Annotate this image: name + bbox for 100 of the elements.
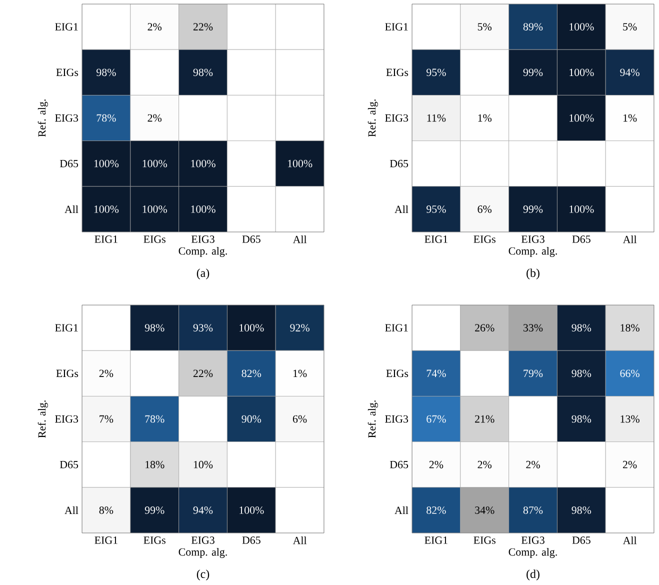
data-label: 94% xyxy=(193,506,213,514)
x-tick-label: All xyxy=(622,236,637,244)
x-tick-label: All xyxy=(292,536,307,544)
data-label: 95% xyxy=(426,205,446,213)
y-tick-label: EIG3 xyxy=(385,114,408,122)
x-axis-title: Comp. alg. xyxy=(178,548,227,558)
data-label: 99% xyxy=(523,68,543,76)
data-label: 98% xyxy=(572,324,592,332)
data-label: 82% xyxy=(426,506,446,514)
text: (b) xyxy=(526,268,540,280)
data-label: 21% xyxy=(475,415,494,423)
data-label: 98% xyxy=(96,68,116,76)
data-label: 100% xyxy=(191,205,216,213)
text: (c) xyxy=(196,570,210,580)
data-label: 100% xyxy=(94,160,119,168)
data-label: 78% xyxy=(96,114,116,122)
y-tick-label: D65 xyxy=(60,160,78,168)
data-label: 22% xyxy=(193,23,213,31)
x-tick-label: EIGs xyxy=(474,536,496,544)
data-label: 8% xyxy=(99,506,114,514)
data-label: 2% xyxy=(622,460,637,468)
data-label: 66% xyxy=(620,370,640,378)
data-label: 100% xyxy=(94,205,119,213)
data-label: 2% xyxy=(429,460,444,468)
data-label: 22% xyxy=(193,370,213,378)
data-label: 99% xyxy=(144,506,164,514)
x-tick-label: EIG1 xyxy=(94,536,118,544)
y-tick-label: EIGs xyxy=(56,68,78,76)
data-label: 82% xyxy=(242,370,262,378)
data-label: 18% xyxy=(146,460,164,468)
y-tick-label: EIG1 xyxy=(385,324,408,332)
data-label: 1% xyxy=(478,114,492,122)
data-label: 2% xyxy=(526,460,540,468)
data-label: 100% xyxy=(191,160,216,168)
data-label: 18% xyxy=(620,324,640,332)
x-tick-label: EIGs xyxy=(474,236,496,243)
y-tick-label: EIGs xyxy=(56,370,78,378)
y-axis-title: Ref. alg. xyxy=(38,100,48,137)
data-label: 33% xyxy=(523,324,543,332)
data-label: 98% xyxy=(572,415,592,423)
data-label: 95% xyxy=(426,68,446,76)
y-tick-label: All xyxy=(64,205,78,213)
x-tick-label: All xyxy=(292,236,307,244)
data-label: 98% xyxy=(144,324,164,332)
data-label: 100% xyxy=(142,205,168,213)
data-label: 34% xyxy=(475,506,494,514)
data-label: 7% xyxy=(100,415,114,423)
x-tick-label: EIG3 xyxy=(191,536,214,544)
y-axis-title: Ref. alg. xyxy=(38,400,48,438)
y-tick-label: D65 xyxy=(390,160,408,168)
x-tick-label: EIGs xyxy=(144,536,166,544)
y-tick-label: EIG3 xyxy=(385,415,408,423)
data-label: 11% xyxy=(427,114,446,122)
y-tick-label: EIGs xyxy=(386,370,408,378)
data-label: 100% xyxy=(570,68,594,76)
data-label: 87% xyxy=(523,506,543,514)
x-tick-label: EIG1 xyxy=(94,236,118,243)
data-label: 67% xyxy=(426,415,446,423)
x-axis-title: Comp. alg. xyxy=(178,246,227,257)
data-label: 10% xyxy=(194,460,213,468)
y-tick-label: D65 xyxy=(390,460,408,468)
data-label: 94% xyxy=(620,68,640,76)
y-tick-label: D65 xyxy=(60,460,78,468)
y-tick-label: All xyxy=(394,205,408,213)
data-label: 100% xyxy=(570,23,594,31)
x-tick-label: All xyxy=(622,536,637,544)
data-label: 79% xyxy=(524,370,543,378)
y-tick-label: EIG1 xyxy=(55,324,78,332)
data-label: 90% xyxy=(242,415,262,423)
y-axis-title: Ref. alg. xyxy=(368,100,378,137)
data-label: 6% xyxy=(292,415,307,423)
data-label: 100% xyxy=(240,506,264,514)
data-label: 100% xyxy=(240,324,264,332)
text: (a) xyxy=(196,268,210,280)
data-label: 92% xyxy=(290,324,310,332)
y-tick-label: All xyxy=(394,506,408,514)
data-label: 26% xyxy=(475,324,494,332)
y-axis-title: Ref. alg. xyxy=(368,400,378,438)
data-label: 2% xyxy=(99,370,114,378)
x-tick-label: EIGs xyxy=(144,236,166,243)
x-tick-label: D65 xyxy=(242,236,260,243)
data-label: 2% xyxy=(478,460,492,468)
text: (d) xyxy=(526,570,540,580)
data-label: 2% xyxy=(148,23,162,31)
data-label: 98% xyxy=(572,506,592,514)
data-label: 2% xyxy=(148,114,162,122)
x-tick-label: EIG3 xyxy=(521,536,544,544)
y-tick-label: EIG1 xyxy=(385,23,408,30)
data-label: 6% xyxy=(478,205,492,213)
data-label: 100% xyxy=(570,114,594,122)
x-tick-label: EIG1 xyxy=(424,536,448,544)
x-axis-title: Comp. alg. xyxy=(508,548,557,558)
x-tick-label: D65 xyxy=(242,536,260,544)
x-axis-title: Comp. alg. xyxy=(508,246,557,257)
x-tick-label: EIG3 xyxy=(191,236,214,243)
data-label: 1% xyxy=(293,370,307,378)
x-tick-label: EIG1 xyxy=(424,236,448,243)
data-label: 98% xyxy=(193,68,213,76)
x-tick-label: D65 xyxy=(572,536,590,544)
data-label: 98% xyxy=(572,370,592,378)
